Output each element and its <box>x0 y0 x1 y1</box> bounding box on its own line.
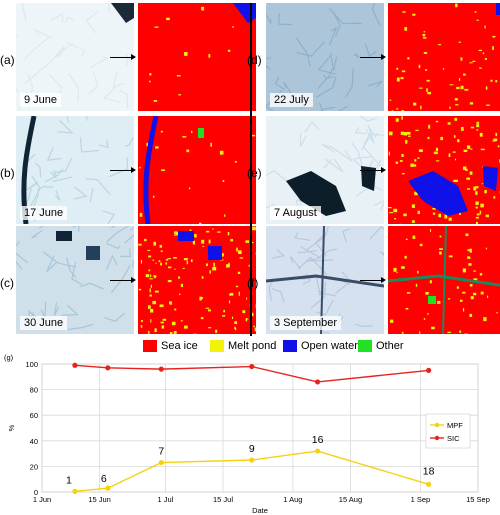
y-tick-label: 0 <box>34 488 38 497</box>
arrow-head <box>131 277 136 283</box>
aerial-photo: 22 July <box>266 3 384 111</box>
y-tick-label: 60 <box>30 411 38 420</box>
photo-date-label: 7 August <box>270 206 321 220</box>
arrow-line <box>360 170 382 171</box>
x-axis-label: Date <box>252 506 268 515</box>
legend-label: Open water <box>301 340 358 352</box>
classification-map <box>388 3 500 111</box>
arrow-line <box>110 170 132 171</box>
mpf-point-label: 16 <box>312 434 324 446</box>
arrow-head <box>131 54 136 60</box>
arrow-line <box>360 280 382 281</box>
data-point-sic <box>314 379 321 385</box>
x-tick-label: 1 Jun <box>33 495 51 504</box>
mpf-point-label: 1 <box>66 474 72 486</box>
y-tick-label: 80 <box>30 386 38 395</box>
data-point-mpf <box>249 457 255 463</box>
legend-item: Sea ice <box>143 339 198 353</box>
classification-map-image <box>138 116 256 224</box>
x-tick-label: 15 Aug <box>339 495 362 504</box>
classification-map-image <box>138 226 256 334</box>
data-point-mpf <box>105 485 111 491</box>
x-tick-label: 1 Aug <box>283 495 302 504</box>
y-tick-label: 20 <box>30 462 38 471</box>
arrow-head <box>381 54 386 60</box>
arrow-head <box>131 167 136 173</box>
legend-swatch <box>358 340 372 352</box>
panel-divider <box>250 3 252 336</box>
arrow-line <box>110 57 132 58</box>
aerial-photo: 7 August <box>266 116 384 224</box>
y-tick-label: 100 <box>25 360 38 369</box>
x-tick-label: 1 Sep <box>411 495 431 504</box>
legend-swatch <box>283 340 297 352</box>
x-tick-label: 1 Jul <box>157 495 173 504</box>
data-point-sic <box>158 366 164 372</box>
y-axis-label: % <box>7 424 16 431</box>
data-point-mpf <box>314 448 321 454</box>
mpf-point-label: 7 <box>158 446 164 458</box>
classification-map-image <box>388 226 500 334</box>
panel-label: (f) <box>247 276 259 290</box>
photo-date-label: 3 September <box>270 316 341 330</box>
panel-label: (b) <box>0 166 15 180</box>
legend-item: Melt pond <box>210 339 276 353</box>
data-point-sic <box>426 367 432 373</box>
classification-map <box>388 226 500 334</box>
panel-label: (c) <box>0 276 14 290</box>
legend-item: Other <box>358 339 404 353</box>
arrow-line <box>360 57 382 58</box>
data-point-mpf <box>158 459 164 466</box>
mpf-point-label: 9 <box>249 443 255 455</box>
chart-legend-marker <box>434 435 440 441</box>
mpf-sic-chart: (g) 0 20 40 60 80 100 1 Jun 15 Jun 1 Jul 15 Jul 1 A… <box>4 353 490 515</box>
mpf-point-label: 18 <box>423 465 435 477</box>
chart-panel-label: (g) <box>4 353 14 362</box>
series-line-mpf <box>74 450 429 493</box>
mpf-point-label: 6 <box>101 473 107 485</box>
legend-item: Open water <box>283 339 358 353</box>
x-tick-label: 15 Jun <box>88 495 111 504</box>
classification-map-image <box>388 3 500 111</box>
chart-legend <box>425 413 471 449</box>
legend-swatch <box>210 340 224 352</box>
y-tick-label: 40 <box>30 437 38 446</box>
arrow-line <box>110 280 132 281</box>
chart-legend-label: MPF <box>447 421 463 430</box>
x-tick-label: 15 Sep <box>466 495 490 504</box>
photo-date-label: 17 June <box>20 206 68 220</box>
chart-legend-label: SIC <box>447 434 460 443</box>
classification-map <box>138 226 256 334</box>
data-point-mpf <box>426 481 432 487</box>
legend-label: Melt pond <box>228 340 277 352</box>
series-line-sic <box>74 364 429 383</box>
chart-legend-marker <box>434 422 440 428</box>
plot-area <box>41 363 479 493</box>
data-point-mpf <box>72 488 78 494</box>
arrow-head <box>381 277 386 283</box>
photo-date-label: 30 June <box>20 316 68 330</box>
panel-label: (a) <box>0 53 15 67</box>
data-point-sic <box>105 365 111 371</box>
data-point-sic <box>72 362 78 368</box>
classification-map <box>388 116 500 224</box>
photo-date-label: 9 June <box>20 93 62 107</box>
data-point-sic <box>249 363 255 370</box>
legend-label: Other <box>376 340 404 352</box>
classification-map-image <box>388 116 500 224</box>
classification-map-image <box>138 3 256 111</box>
legend-swatch <box>143 340 157 352</box>
arrow-head <box>381 167 386 173</box>
legend-label: Sea ice <box>161 340 198 352</box>
x-tick-label: 15 Jul <box>213 495 233 504</box>
photo-date-label: 22 July <box>270 93 313 107</box>
classification-map <box>138 116 256 224</box>
classification-map <box>138 3 256 111</box>
